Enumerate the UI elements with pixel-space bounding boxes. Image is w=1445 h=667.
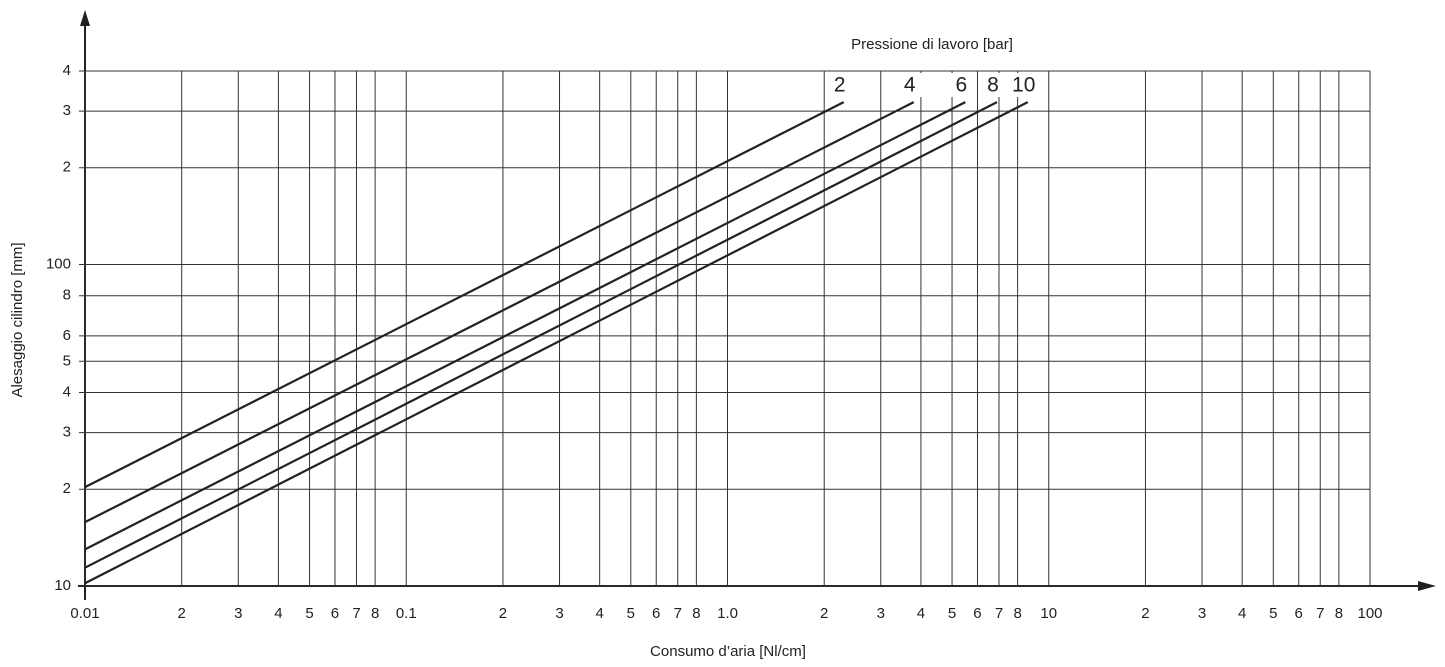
x-tick-label: 7 bbox=[352, 605, 360, 622]
x-tick-label: 3 bbox=[234, 605, 242, 622]
x-tick-label: 0.1 bbox=[396, 605, 417, 622]
x-tick-label: 5 bbox=[948, 605, 956, 622]
x-tick-label: 4 bbox=[1238, 605, 1246, 622]
series-line bbox=[84, 101, 1029, 585]
x-tick-label: 7 bbox=[674, 605, 682, 622]
x-tick-label: 3 bbox=[877, 605, 885, 622]
x-tick-label: 0.01 bbox=[70, 605, 99, 622]
x-axis-label: Consumo d’aria [Nl/cm] bbox=[650, 643, 806, 660]
series-label-bg bbox=[949, 73, 974, 97]
x-tick-label: 8 bbox=[371, 605, 379, 622]
y-tick-label: 2 bbox=[63, 159, 71, 176]
series-line bbox=[84, 101, 998, 569]
x-tick-label: 2 bbox=[499, 605, 507, 622]
y-tick-label: 3 bbox=[63, 102, 71, 119]
series-line bbox=[84, 101, 915, 524]
x-tick-label: 2 bbox=[820, 605, 828, 622]
y-tick-label: 4 bbox=[63, 62, 71, 79]
y-tick-label: 3 bbox=[63, 424, 71, 441]
x-tick-label: 6 bbox=[973, 605, 981, 622]
series-line bbox=[84, 101, 845, 489]
x-tick-label: 4 bbox=[595, 605, 603, 622]
chart-title: Pressione di lavoro [bar] bbox=[851, 36, 1013, 53]
series-label: 8 bbox=[987, 74, 999, 97]
x-tick-label: 5 bbox=[627, 605, 635, 622]
y-tick-label: 5 bbox=[63, 352, 71, 369]
x-tick-label: 7 bbox=[1316, 605, 1324, 622]
x-tick-label: 4 bbox=[274, 605, 282, 622]
y-tick-label: 100 bbox=[46, 256, 71, 273]
x-tick-label: 6 bbox=[331, 605, 339, 622]
series-label: 6 bbox=[955, 74, 967, 97]
x-tick-label: 6 bbox=[1295, 605, 1303, 622]
y-arrow bbox=[80, 10, 90, 26]
series-label-bg bbox=[980, 73, 1005, 97]
x-tick-label: 8 bbox=[1013, 605, 1021, 622]
x-tick-label: 8 bbox=[1335, 605, 1343, 622]
x-tick-label: 8 bbox=[692, 605, 700, 622]
x-tick-label: 5 bbox=[1269, 605, 1277, 622]
y-axis-label: Alesaggio cilindro [mm] bbox=[9, 242, 26, 397]
y-tick-label: 4 bbox=[63, 383, 71, 400]
x-tick-label: 6 bbox=[652, 605, 660, 622]
y-tick-label: 2 bbox=[63, 480, 71, 497]
series-line bbox=[84, 101, 966, 551]
x-tick-label: 7 bbox=[995, 605, 1003, 622]
y-tick-label: 10 bbox=[54, 577, 71, 594]
x-tick-label: 100 bbox=[1357, 605, 1382, 622]
x-tick-label: 2 bbox=[178, 605, 186, 622]
x-tick-label: 2 bbox=[1141, 605, 1149, 622]
x-tick-label: 3 bbox=[1198, 605, 1206, 622]
y-tick-label: 6 bbox=[63, 327, 71, 344]
series-label: 2 bbox=[834, 74, 846, 97]
y-tick-label: 8 bbox=[63, 287, 71, 304]
x-tick-label: 5 bbox=[305, 605, 313, 622]
series-label-bg bbox=[1011, 73, 1036, 97]
x-tick-label: 4 bbox=[917, 605, 925, 622]
series-label: 10 bbox=[1012, 74, 1035, 97]
x-tick-label: 10 bbox=[1040, 605, 1057, 622]
x-tick-label: 1.0 bbox=[717, 605, 738, 622]
series-label: 4 bbox=[904, 74, 916, 97]
series-label-bg bbox=[897, 73, 922, 97]
x-tick-label: 3 bbox=[555, 605, 563, 622]
x-arrow bbox=[1418, 581, 1436, 591]
series-label-bg bbox=[827, 73, 852, 97]
